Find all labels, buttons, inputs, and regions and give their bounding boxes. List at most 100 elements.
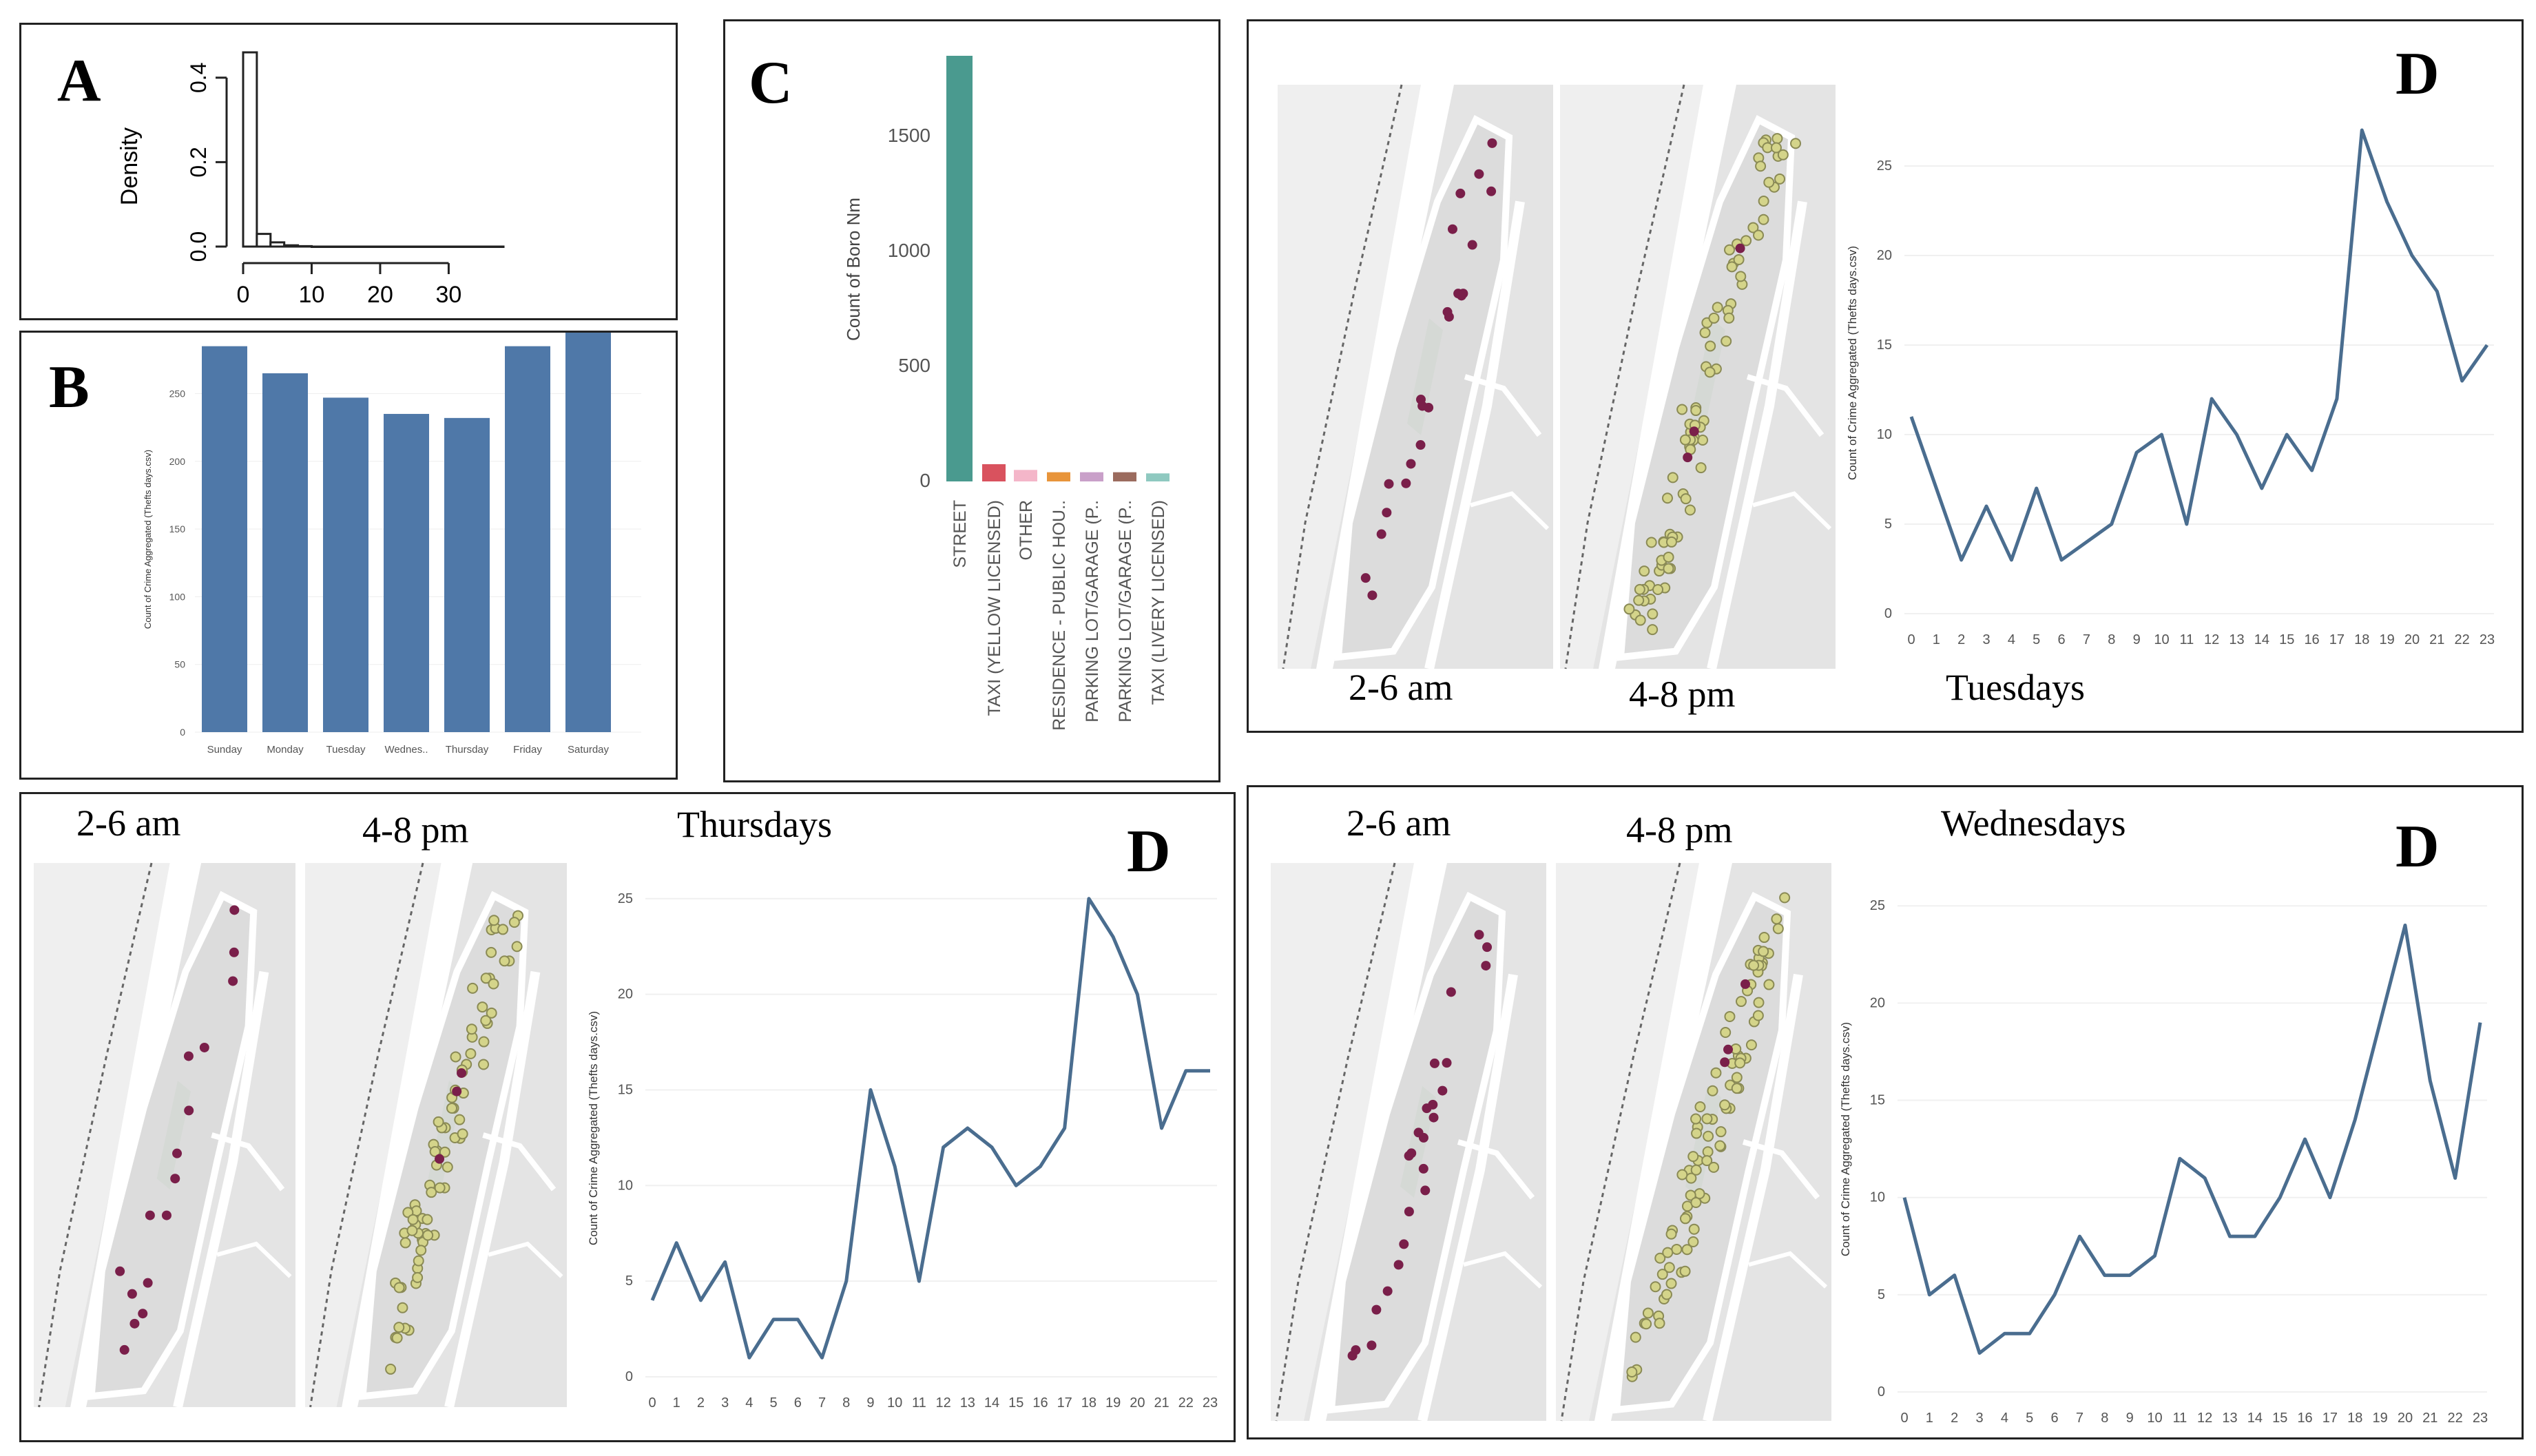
x-tick-label: 5 — [2033, 632, 2040, 647]
theft-point-am — [1740, 979, 1751, 989]
theft-point-am — [1442, 1058, 1452, 1068]
theft-point-pm — [1747, 222, 1759, 233]
x-tick-label: 5 — [2026, 1411, 2033, 1426]
y-axis-label: Count of Crime Aggregated (Thefts days.c… — [1839, 1022, 1852, 1256]
central-park — [1407, 318, 1443, 435]
theft-point-pm — [1699, 327, 1711, 339]
x-tick-label: 0 — [1900, 1411, 1908, 1426]
theft-point-am — [1723, 1044, 1734, 1054]
x-tick-label: 7 — [2076, 1411, 2083, 1426]
chart-b-weekday-bars: B 0 50 100 150 200 250 Count of Crime Aggregate… — [49, 333, 641, 756]
theft-point-pm — [488, 915, 500, 926]
state-border — [1275, 862, 1396, 1422]
theft-point-am — [1401, 478, 1411, 488]
theft-point-am — [1351, 1345, 1361, 1355]
x-tick-label: 13 — [2229, 632, 2244, 647]
map-tue-pm — [1560, 84, 1836, 670]
bar-premise — [1047, 472, 1070, 481]
x-tick-label: 23 — [1203, 1395, 1218, 1411]
x-tick-label: 22 — [1178, 1395, 1194, 1411]
map-nj-land — [34, 863, 178, 1407]
theft-point-pm — [478, 1059, 490, 1070]
theft-point-pm — [1679, 434, 1691, 446]
x-tick-label: 2 — [697, 1395, 705, 1411]
theft-point-pm — [397, 1302, 408, 1313]
theft-point-pm — [1667, 472, 1678, 483]
x-tick-label: 9 — [866, 1395, 874, 1411]
theft-point-pm — [1719, 1099, 1731, 1111]
theft-point-am — [1376, 529, 1386, 539]
theft-point-pm — [393, 1322, 405, 1333]
theft-point-am — [452, 1086, 462, 1096]
x-tick-label: 20 — [1130, 1395, 1145, 1411]
theft-point-pm — [1723, 244, 1735, 256]
inlet — [1752, 491, 1832, 530]
x-tick-label: RESIDENCE - PUBLIC HOU.. — [1050, 500, 1069, 731]
theft-point-pm — [1634, 614, 1646, 626]
x-tick-label: 1 — [673, 1395, 680, 1411]
theft-point-pm — [511, 941, 523, 953]
series-line — [1909, 128, 2489, 562]
theft-point-pm — [1691, 1127, 1703, 1139]
east-river — [1707, 200, 1807, 670]
theft-point-pm — [1715, 1126, 1727, 1138]
y-tick-label: 20 — [1870, 995, 1885, 1010]
y-tick-label: 50 — [174, 659, 185, 670]
theft-point-am — [172, 1148, 183, 1158]
theft-point-pm — [1708, 1161, 1720, 1173]
bar-premise — [1080, 472, 1103, 481]
theft-point-pm — [480, 1015, 492, 1026]
panel-letter-a: A — [57, 48, 101, 114]
theft-point-pm — [1763, 176, 1775, 188]
theft-point-pm — [1771, 133, 1783, 145]
theft-point-am — [1486, 186, 1497, 196]
theft-point-am — [115, 1266, 125, 1276]
theft-point-pm — [1777, 149, 1789, 160]
map-thu-pm — [305, 862, 567, 1408]
theft-point-pm — [1645, 537, 1657, 548]
theft-point-pm — [1734, 1057, 1746, 1069]
x-tick-label: 10 — [2154, 632, 2169, 647]
inlet — [216, 1241, 292, 1278]
bar-premise — [946, 56, 973, 481]
theft-point-pm — [1758, 946, 1769, 957]
x-tick-label: 15 — [1008, 1395, 1023, 1411]
x-tick-label: 11 — [2179, 632, 2194, 647]
theft-point-pm — [1708, 312, 1720, 324]
map-tue-am — [1278, 84, 1553, 670]
state-border — [309, 862, 424, 1408]
theft-point-am — [1404, 1151, 1414, 1161]
theft-point-am — [1447, 224, 1457, 234]
x-tick-label: 14 — [984, 1395, 999, 1411]
theft-point-am — [457, 1068, 467, 1079]
x-tick-label: 8 — [842, 1395, 850, 1411]
y-axis-label: Count of Boro Nm — [843, 198, 864, 341]
theft-point-pm — [1712, 302, 1723, 313]
x-tick-label: 0 — [237, 282, 250, 308]
x-tick-label: 8 — [2108, 632, 2115, 647]
theft-point-pm — [477, 1001, 488, 1013]
x-tick-label: Tuesday — [326, 744, 366, 756]
theft-point-pm — [1634, 583, 1645, 595]
harlem-inlet — [1457, 1139, 1535, 1200]
theft-point-pm — [1707, 1085, 1718, 1096]
x-tick-label: 15 — [2272, 1411, 2287, 1426]
x-tick-label: 12 — [2204, 632, 2219, 647]
x-tick-label: 10 — [887, 1395, 902, 1411]
theft-point-pm — [1679, 1265, 1691, 1277]
theft-point-pm — [1690, 1113, 1702, 1125]
panel-d-thursdays: D 2-6 am 4-8 pm Thursdays 0 5 10 15 20 25 0 1 2 3 4 5 6 7… — [19, 792, 1236, 1442]
theft-point-pm — [441, 1161, 453, 1173]
theft-point-pm — [1665, 536, 1677, 548]
theft-point-pm — [1721, 335, 1732, 347]
theft-point-pm — [413, 1255, 424, 1267]
theft-point-am — [1371, 1304, 1382, 1315]
x-tick-label: 19 — [1105, 1395, 1121, 1411]
x-tick-label: 4 — [2001, 1411, 2008, 1426]
theft-point-pm — [426, 1187, 437, 1198]
am-label: 2-6 am — [1349, 667, 1453, 708]
x-tick-label: 3 — [1982, 632, 1990, 647]
x-tick-label: Thursday — [446, 744, 489, 756]
theft-point-pm — [1650, 1281, 1661, 1293]
x-tick-label: 6 — [2058, 632, 2066, 647]
